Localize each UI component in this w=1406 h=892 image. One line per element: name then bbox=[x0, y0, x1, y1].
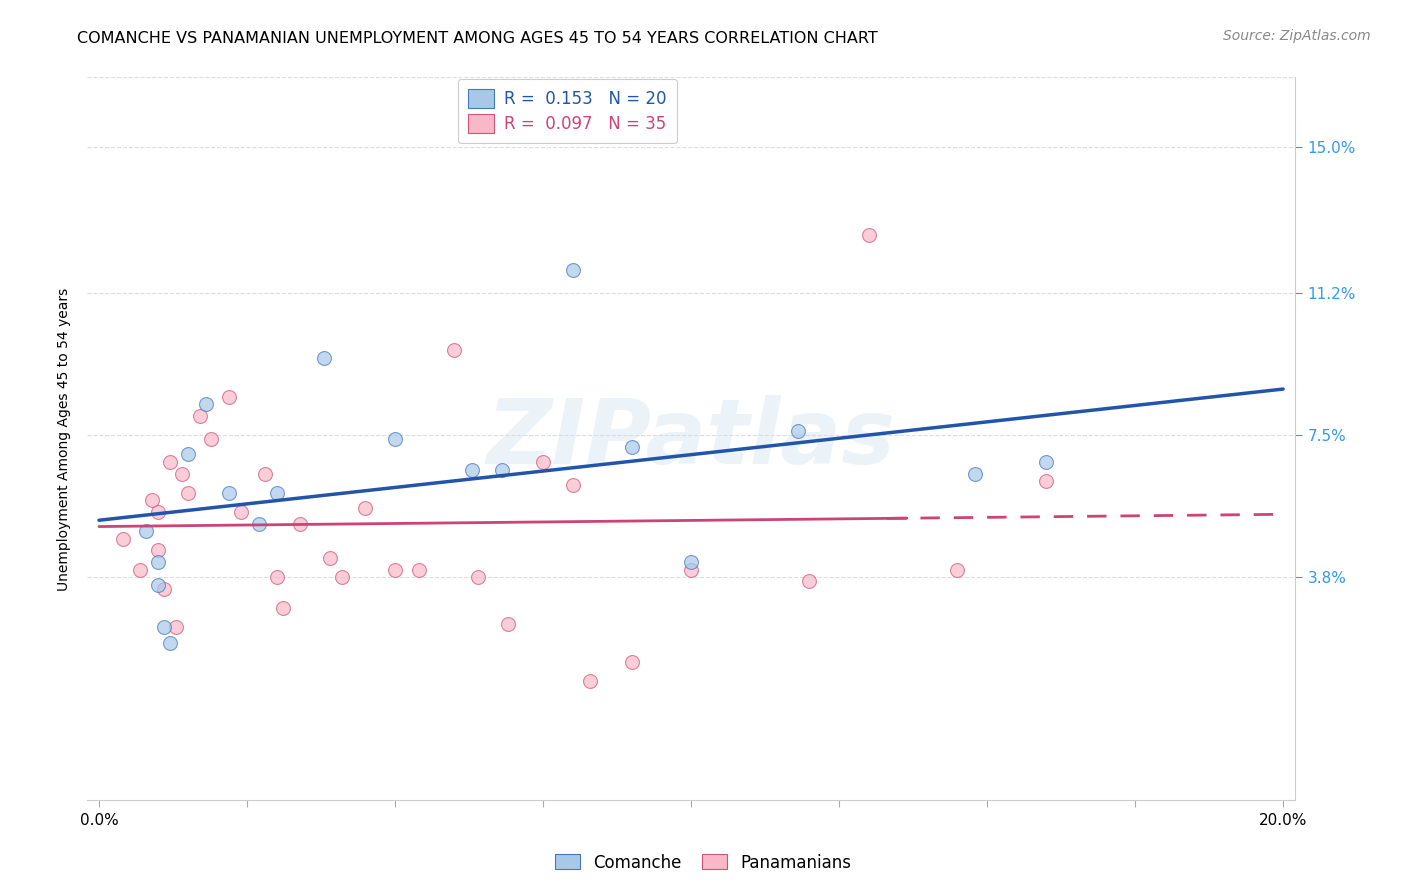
Point bbox=[443, 343, 465, 358]
Point bbox=[681, 563, 703, 577]
Point bbox=[177, 447, 200, 461]
Point bbox=[129, 563, 152, 577]
Point bbox=[271, 601, 294, 615]
Point bbox=[218, 390, 240, 404]
Point bbox=[148, 578, 170, 592]
Point bbox=[561, 262, 583, 277]
Point bbox=[159, 636, 181, 650]
Point bbox=[188, 409, 211, 423]
Point bbox=[461, 463, 484, 477]
Point bbox=[266, 570, 288, 584]
Point bbox=[141, 493, 163, 508]
Point bbox=[165, 620, 187, 634]
Point bbox=[148, 555, 170, 569]
Point bbox=[561, 478, 583, 492]
Point bbox=[384, 432, 406, 446]
Point bbox=[218, 485, 240, 500]
Point bbox=[965, 467, 987, 481]
Legend: Comanche, Panamanians: Comanche, Panamanians bbox=[548, 847, 858, 879]
Point bbox=[496, 616, 519, 631]
Point bbox=[229, 505, 252, 519]
Point bbox=[330, 570, 353, 584]
Text: COMANCHE VS PANAMANIAN UNEMPLOYMENT AMONG AGES 45 TO 54 YEARS CORRELATION CHART: COMANCHE VS PANAMANIAN UNEMPLOYMENT AMON… bbox=[77, 31, 879, 46]
Point bbox=[290, 516, 312, 531]
Point bbox=[148, 505, 170, 519]
Point bbox=[247, 516, 270, 531]
Point bbox=[786, 424, 808, 438]
Point bbox=[491, 463, 513, 477]
Legend: R =  0.153   N = 20, R =  0.097   N = 35: R = 0.153 N = 20, R = 0.097 N = 35 bbox=[458, 78, 678, 143]
Point bbox=[858, 228, 880, 243]
Point bbox=[799, 574, 821, 589]
Point bbox=[1035, 475, 1057, 489]
Point bbox=[135, 524, 157, 539]
Point bbox=[620, 440, 643, 454]
Point bbox=[681, 555, 703, 569]
Point bbox=[579, 674, 602, 689]
Point bbox=[159, 455, 181, 469]
Point bbox=[266, 485, 288, 500]
Point bbox=[111, 532, 134, 546]
Y-axis label: Unemployment Among Ages 45 to 54 years: Unemployment Among Ages 45 to 54 years bbox=[58, 287, 72, 591]
Point bbox=[312, 351, 335, 366]
Text: Source: ZipAtlas.com: Source: ZipAtlas.com bbox=[1223, 29, 1371, 43]
Point bbox=[170, 467, 193, 481]
Point bbox=[1035, 455, 1057, 469]
Point bbox=[946, 563, 969, 577]
Point bbox=[177, 485, 200, 500]
Point bbox=[153, 582, 176, 596]
Point bbox=[200, 432, 222, 446]
Text: ZIPatlas: ZIPatlas bbox=[486, 395, 896, 483]
Point bbox=[194, 397, 217, 411]
Point bbox=[319, 551, 342, 566]
Point bbox=[354, 501, 377, 516]
Point bbox=[153, 620, 176, 634]
Point bbox=[148, 543, 170, 558]
Point bbox=[384, 563, 406, 577]
Point bbox=[467, 570, 489, 584]
Point bbox=[408, 563, 430, 577]
Point bbox=[620, 655, 643, 669]
Point bbox=[531, 455, 554, 469]
Point bbox=[253, 467, 276, 481]
